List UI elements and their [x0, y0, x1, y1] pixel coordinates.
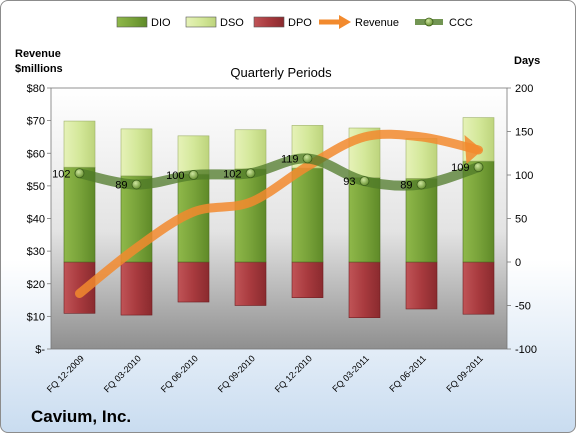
revenue-series — [75, 129, 483, 299]
x-tick-label: FQ 06-2010 — [159, 353, 200, 394]
legend-label: DSO — [220, 17, 244, 29]
ccc-point — [302, 153, 313, 164]
dio-bar — [462, 160, 495, 263]
dpo-bar — [405, 261, 438, 310]
dio-bar — [234, 168, 267, 263]
ccc-line — [74, 153, 484, 191]
legend-label: DPO — [288, 17, 312, 29]
dso-bar — [405, 138, 438, 179]
company-name: Cavium, Inc. — [31, 407, 131, 426]
dpo-bar — [291, 261, 324, 298]
legend-label: CCC — [449, 17, 473, 29]
ccc-data-label: 119 — [281, 153, 299, 165]
right-tick-label: 0 — [515, 257, 521, 269]
right-axis-label: Days — [514, 55, 540, 67]
x-tick-label: FQ 12-2009 — [45, 353, 86, 394]
left-y-axis: $- $10 $20 $30 $40 $50 $60 $70 $80 — [27, 83, 51, 356]
dso-bar — [177, 135, 210, 175]
x-tick-label: FQ 03-2010 — [102, 353, 143, 394]
left-tick-label: $50 — [27, 181, 45, 193]
left-axis-label: Revenue — [15, 48, 61, 60]
left-axis-label-units: $millions — [15, 63, 63, 75]
ccc-data-label: 89 — [115, 180, 127, 192]
legend: DIO DSO DPO Revenue CCC — [116, 15, 473, 29]
x-tick-label: FQ 03-2011 — [330, 353, 371, 394]
ccc-data-label: 93 — [343, 176, 355, 188]
legend-marker — [424, 17, 434, 27]
left-tick-label: $70 — [27, 116, 45, 128]
dio-bar — [348, 177, 381, 263]
ccc-point — [416, 179, 427, 190]
x-tick-label: FQ 09-2011 — [444, 353, 485, 394]
dio-bar — [405, 178, 438, 263]
x-axis-labels: FQ 12-2009 FQ 03-2010 FQ 06-2010 FQ 09-2010… — [45, 353, 485, 394]
plot-area — [50, 87, 508, 350]
right-tick-label: 200 — [515, 83, 533, 95]
revenue-arrowhead — [464, 134, 483, 164]
ccc-data-label: 89 — [400, 180, 412, 192]
ccc-data-label: 102 — [52, 168, 70, 180]
legend-swatch — [185, 16, 217, 28]
ccc-point — [188, 170, 199, 180]
ccc-point — [245, 168, 256, 179]
x-tick-label: FQ 06-2011 — [387, 353, 428, 394]
left-tick-label: $10 — [27, 311, 45, 323]
left-tick-label: $20 — [27, 279, 45, 291]
left-tick-label: $40 — [27, 214, 45, 226]
ccc-data-label: 102 — [223, 168, 241, 180]
dpo-bar — [234, 261, 267, 306]
ccc-point — [473, 162, 484, 173]
dpo-bar — [177, 261, 210, 303]
dpo-bar — [348, 261, 381, 318]
right-tick-label: 50 — [515, 214, 527, 226]
right-tick-label: 100 — [515, 170, 533, 182]
ccc-point — [359, 176, 370, 186]
dpo-bar — [462, 261, 495, 315]
dso-bar — [63, 120, 96, 168]
x-tick-label: FQ 09-2010 — [216, 353, 257, 394]
legend-swatch — [253, 16, 285, 28]
dio-bar — [291, 167, 324, 263]
left-tick-label: $- — [35, 344, 45, 356]
revenue-line — [75, 129, 483, 299]
legend-arrowhead — [339, 15, 351, 29]
right-y-axis: -100 -50 0 50 100 150 200 — [507, 83, 537, 356]
dso-bar — [120, 128, 153, 177]
dso-bar — [234, 129, 267, 170]
left-tick-label: $60 — [27, 148, 45, 160]
legend-label: Revenue — [355, 17, 399, 29]
ccc-data-label: 109 — [451, 162, 469, 174]
right-tick-label: 150 — [515, 127, 533, 139]
right-tick-label: -100 — [515, 344, 537, 356]
chart-title: Quarterly Periods — [230, 65, 332, 80]
x-tick-label: FQ 12-2010 — [273, 353, 314, 394]
legend-label: DIO — [151, 17, 171, 29]
ccc-point — [74, 168, 85, 179]
ccc-data-label: 100 — [166, 170, 184, 182]
left-tick-label: $30 — [27, 246, 45, 258]
dpo-bar — [120, 261, 153, 316]
right-tick-label: -50 — [515, 301, 531, 313]
ccc-point — [131, 179, 142, 190]
dio-bar — [63, 166, 96, 263]
ccc-series: 102 89 100 102 119 93 89 109 — [52, 153, 484, 192]
legend-swatch — [116, 16, 148, 28]
left-tick-label: $80 — [27, 83, 45, 95]
